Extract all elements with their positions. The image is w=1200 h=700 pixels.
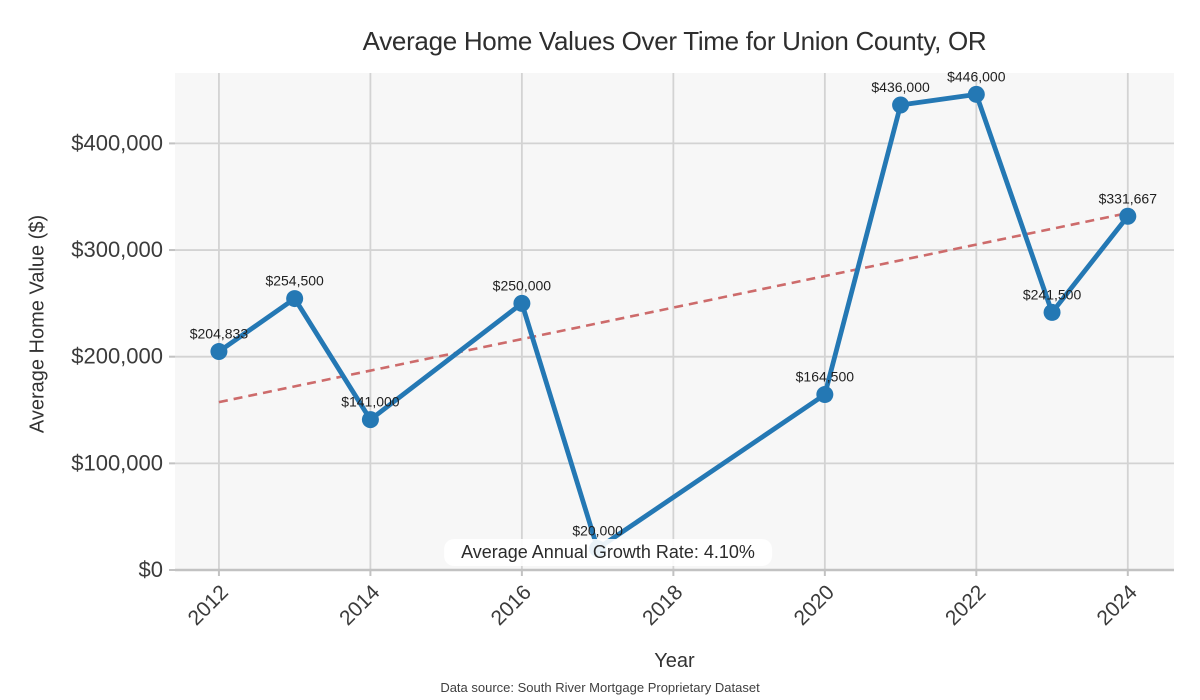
x-tick-label: 2018 (638, 581, 687, 630)
x-axis-label: Year (654, 650, 695, 672)
data-point-label: $254,500 (265, 273, 324, 289)
data-point (513, 294, 531, 312)
y-tick-label: $100,000 (71, 450, 163, 475)
data-point-label: $446,000 (947, 68, 1006, 84)
data-point-label: $164,500 (796, 369, 855, 385)
data-point (892, 96, 910, 114)
data-point (286, 290, 304, 308)
data-point-label: $241,500 (1023, 286, 1082, 302)
x-tick-label: 2024 (1093, 581, 1143, 631)
growth-rate-annotation: Average Annual Growth Rate: 4.10% (444, 539, 772, 566)
plot-area (175, 73, 1174, 570)
x-tick-label: 2014 (335, 581, 385, 631)
data-point-label: $141,000 (341, 394, 400, 410)
data-point (1043, 303, 1061, 321)
y-tick-label: $0 (139, 557, 163, 582)
chart-title: Average Home Values Over Time for Union … (362, 26, 987, 56)
x-tick-label: 2016 (487, 581, 536, 630)
y-tick-label: $300,000 (71, 237, 163, 262)
data-point (210, 343, 228, 361)
y-tick-label: $400,000 (71, 130, 163, 155)
data-point (1119, 207, 1137, 225)
data-point-label: $204,833 (190, 326, 249, 342)
data-point-label: $250,000 (493, 277, 552, 293)
y-tick-label: $200,000 (71, 344, 163, 369)
x-tick-label: 2022 (941, 581, 990, 630)
x-tick-label: 2012 (184, 581, 233, 630)
logo: South River Mortgage (0, 600, 160, 690)
x-tick-label: 2020 (790, 581, 839, 630)
y-axis-label: Average Home Value ($) (26, 214, 49, 434)
data-point (816, 386, 834, 404)
data-point-label: $20,000 (572, 523, 623, 539)
trend-line (218, 211, 1129, 404)
data-source-note: Data source: South River Mortgage Propri… (440, 680, 760, 695)
data-point (361, 411, 379, 429)
series-line (216, 91, 1131, 552)
data-point-label: $331,667 (1099, 190, 1158, 206)
data-point (967, 85, 985, 103)
data-point-label: $436,000 (871, 79, 930, 95)
